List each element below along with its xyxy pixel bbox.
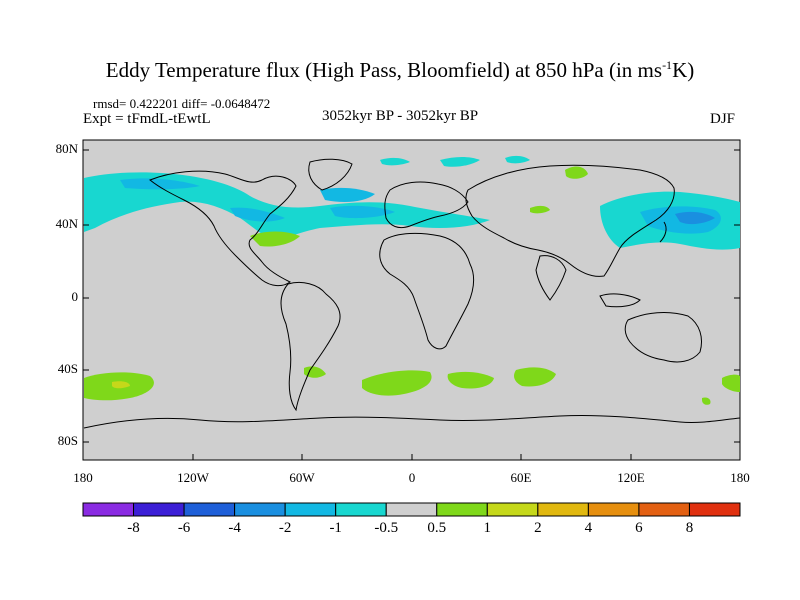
- positive-anomaly-regions: [84, 166, 740, 405]
- lat-label-40s: 40S: [57, 361, 78, 376]
- lon-label-60w: 60W: [289, 470, 315, 485]
- colorbar-box: [335, 502, 387, 517]
- lon-label-120e: 120E: [617, 470, 645, 485]
- colorbar-label: 4: [584, 520, 593, 536]
- experiment-label: Expt = tFmdL-tEwtL: [83, 111, 211, 127]
- colorbar-box: [234, 502, 286, 517]
- colorbar-label: 8: [685, 520, 694, 536]
- lat-label-80n: 80N: [55, 141, 78, 156]
- colorbar-box: [436, 502, 488, 517]
- colorbar-box: [486, 502, 539, 517]
- colorbar-label: 1: [483, 520, 492, 536]
- negative-anomaly-regions: [84, 155, 740, 250]
- colorbar-label: -4: [228, 520, 241, 536]
- lon-label-60e: 60E: [510, 470, 532, 485]
- colorbar-box: [385, 502, 438, 517]
- colorbar-label: 0.5: [427, 520, 447, 536]
- lat-label-80s: 80S: [57, 433, 78, 448]
- colorbar-box: [537, 502, 589, 517]
- stats-line: rmsd= 0.422201 diff= -0.0648472: [93, 96, 271, 111]
- period-label: 3052kyr BP - 3052kyr BP: [322, 108, 479, 124]
- colorbar-label: 2: [534, 520, 542, 536]
- colorbar-label: -8: [127, 520, 140, 536]
- lon-label-0: 0: [408, 470, 416, 485]
- axis-ticks: [82, 149, 741, 460]
- colorbar-label: -1: [329, 520, 342, 536]
- colorbar: [82, 502, 741, 517]
- colorbar-box: [183, 502, 236, 517]
- colorbar-label: -6: [177, 520, 191, 536]
- colorbar-label: -0.5: [374, 520, 399, 536]
- colorbar-box: [82, 502, 135, 517]
- colorbar-label: 6: [635, 520, 643, 536]
- lat-label-40n: 40N: [55, 216, 78, 231]
- lon-label-180w: 180: [73, 470, 93, 485]
- colorbar-label: -2: [278, 520, 292, 536]
- colorbar-box: [638, 502, 690, 517]
- coastlines: [83, 158, 741, 429]
- lon-label-180e: 180: [730, 470, 750, 485]
- colorbar-box: [133, 502, 185, 517]
- colorbar-box: [587, 502, 640, 517]
- chart-title: Eddy Temperature flux (High Pass, Bloomf…: [105, 58, 695, 82]
- colorbar-box: [284, 502, 337, 517]
- season-label: DJF: [710, 111, 736, 127]
- lon-label-120w: 120W: [177, 470, 209, 485]
- lat-label-0: 0: [71, 289, 79, 304]
- colorbar-box: [688, 502, 741, 517]
